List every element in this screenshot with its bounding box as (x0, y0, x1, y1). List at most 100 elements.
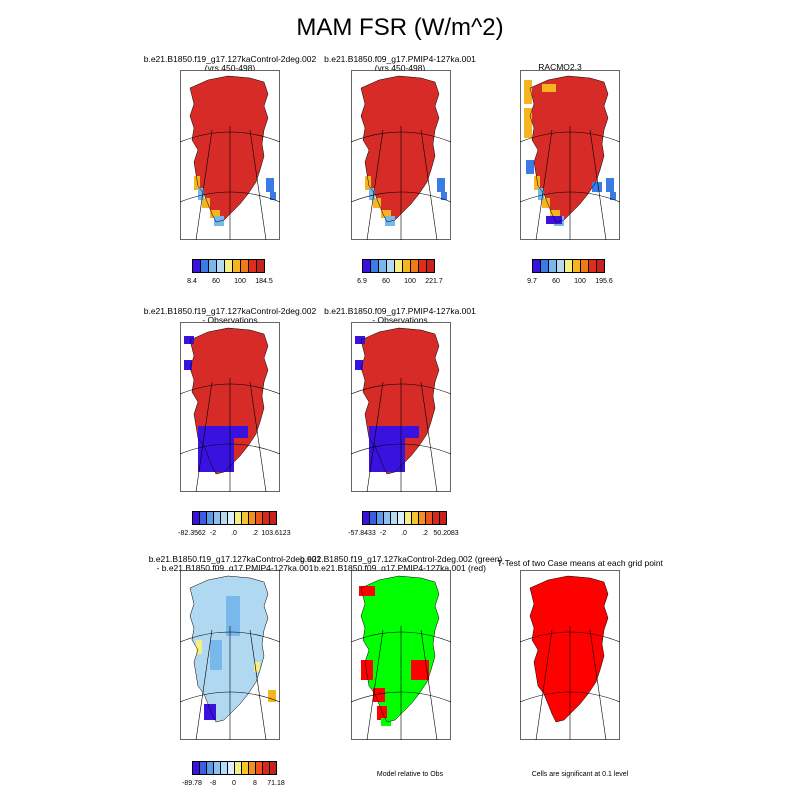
graticule (180, 327, 280, 492)
field-cell (405, 426, 419, 438)
colorbar-label: 100 (234, 278, 246, 285)
field-cell (542, 198, 550, 208)
field-cell (534, 176, 540, 190)
colorbar-swatch (269, 511, 277, 525)
colorbar-label: -8 (209, 780, 217, 787)
panel-title-ctrl-minus-pmip: b.e21.B1850.f19_g17.127kaControl-2deg.00… (145, 555, 325, 573)
colorbar-label: 9.7 (527, 278, 537, 285)
field-cell (184, 360, 192, 370)
colorbar-label: -2 (379, 530, 387, 537)
coastline (189, 575, 269, 723)
coastline (360, 575, 440, 723)
panel-title-line1: T-Test of two Case means at each grid po… (497, 558, 663, 568)
map-field (190, 576, 276, 722)
panel-title-pmip: b.e21.B1850.f09_g17.PMIP4-127ka.001 (yrs… (310, 55, 490, 73)
field-cell (196, 640, 202, 654)
panel-title-ctrl-minus-obs: b.e21.B1850.f19_g17.127kaControl-2deg.00… (140, 307, 320, 325)
map-field (530, 576, 608, 722)
colorbar-label: 71.18 (267, 780, 285, 787)
field-cell (606, 178, 614, 192)
panel-title-line1: b.e21.B1850.f09_g17.PMIP4-127ka.001 (324, 54, 476, 64)
field-cell (524, 80, 532, 104)
greenland-field (530, 76, 608, 222)
graticule (520, 575, 620, 740)
field-cell (437, 178, 445, 192)
graticule (351, 575, 451, 740)
panel-title-ctrl: b.e21.B1850.f19_g17.127kaControl-2deg.00… (140, 55, 320, 73)
map-panel-ctrl-minus-pmip (180, 570, 280, 740)
field-cell (524, 108, 532, 138)
colorbar-label: 6.9 (357, 278, 367, 285)
map-ctrl-minus-pmip (180, 570, 280, 740)
colorbar-label: 60 (552, 278, 560, 285)
panel-title-line1: b.e21.B1850.f09_g17.PMIP4-127ka.001 (324, 306, 476, 316)
panel-title-line2: - Observations (202, 315, 258, 325)
field-cell (184, 336, 194, 344)
coastline (529, 575, 609, 723)
colorbar-label: .2 (252, 530, 258, 537)
colorbar-swatch (596, 259, 605, 273)
colorbar-label: -82.3562 (178, 530, 206, 537)
note-model-relative: Model relative to Obs (376, 771, 444, 778)
field-cell (365, 176, 371, 190)
panel-title-ttest: T-Test of two Case means at each grid po… (480, 559, 680, 568)
map-ttest (520, 570, 620, 740)
panel-title-line2: - Observations (372, 315, 428, 325)
field-cell (234, 426, 248, 438)
field-cell (411, 660, 429, 680)
coastline (360, 327, 440, 475)
colorbar-label: 221.7 (425, 278, 443, 285)
field-cell (202, 198, 210, 208)
map-panel-pmip-minus-obs (351, 322, 451, 492)
greenland-field (530, 576, 608, 722)
field-cell (270, 192, 276, 200)
field-cell (542, 84, 556, 92)
colorbar-label: 184.5 (255, 278, 273, 285)
coastline (529, 75, 609, 223)
map-panel-relative (351, 570, 451, 740)
panel-title-line2: b.e21.B1850.f09_g17.PMIP4-127ka.001 (red… (313, 563, 486, 573)
field-cell (369, 188, 375, 200)
colorbar-swatch (439, 511, 447, 525)
field-cell (198, 426, 234, 472)
panel-title-line1: b.e21.B1850.f19_g17.127kaControl-2deg.00… (143, 306, 317, 316)
map-field (359, 576, 439, 726)
field-cell (373, 688, 385, 702)
note-significance: Cells are significant at 0.1 level (531, 771, 629, 778)
map-field (355, 328, 439, 474)
colorbar-label: 0 (232, 780, 236, 787)
field-cell (226, 596, 240, 636)
graticule (520, 75, 620, 240)
field-cell (268, 690, 276, 702)
colorbar-label: 50.2083 (433, 530, 459, 537)
colorbar-label: 60 (212, 278, 220, 285)
panel-title-line2: - b.e21.B1850.f09_g17.PMIP4-127ka.001 (156, 563, 314, 573)
map-ctrl-minus-obs (180, 322, 280, 492)
coastline (189, 327, 269, 475)
colorbar-swatch (269, 761, 277, 775)
map-panel-obs (520, 70, 620, 240)
map-ctrl (180, 70, 280, 240)
field-cell (210, 640, 222, 670)
field-cell (441, 192, 447, 200)
field-cell (610, 192, 616, 200)
colorbar-label: 195.6 (595, 278, 613, 285)
panel-title-line1: b.e21.B1850.f19_g17.127kaControl-2deg.00… (300, 554, 503, 564)
field-cell (373, 198, 381, 208)
field-cell (550, 210, 560, 218)
field-cell (359, 586, 375, 596)
field-cell (546, 216, 562, 224)
field-cell (355, 360, 363, 370)
coastline (360, 75, 440, 223)
colorbar-label: 100 (404, 278, 416, 285)
map-pmip-minus-obs (351, 322, 451, 492)
field-cell (377, 706, 387, 720)
field-cell (204, 704, 216, 720)
field-cell (381, 718, 391, 726)
panel-title-line1: RACMO2.3 (538, 62, 582, 72)
colorbar-swatch (426, 259, 435, 273)
panel-title-line1: b.e21.B1850.f19_g17.127kaControl-2deg.00… (148, 554, 322, 564)
colorbar-label: .0 (401, 530, 407, 537)
field-cell (526, 160, 534, 174)
map-panel-ttest (520, 570, 620, 740)
